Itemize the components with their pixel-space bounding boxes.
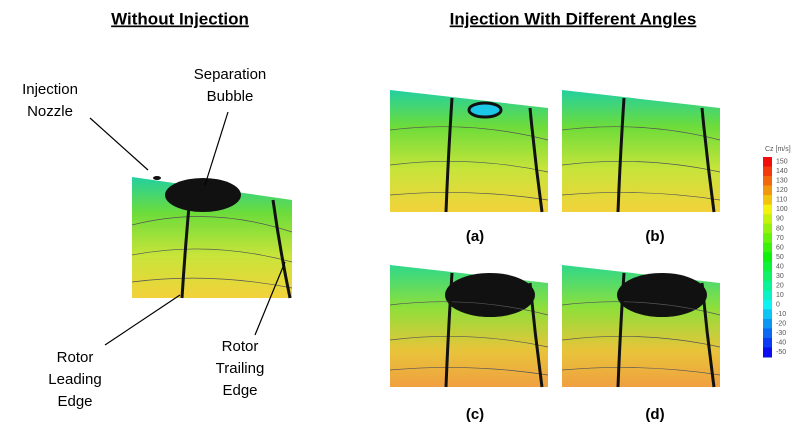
colorbar-swatch — [763, 205, 772, 215]
colorbar-label: 70 — [776, 235, 784, 242]
colorbar-label: 130 — [776, 178, 788, 185]
bubble — [469, 103, 501, 117]
annotation: Bubble — [207, 88, 254, 105]
figure: Without Injection Injection With Differe… — [0, 0, 798, 425]
colorbar-swatch — [763, 338, 772, 348]
flow-field — [562, 90, 720, 212]
colorbar-swatch — [763, 214, 772, 224]
colorbar-swatch — [763, 176, 772, 186]
colorbar-swatch — [763, 328, 772, 338]
colorbar-label: -30 — [776, 330, 786, 337]
annotation: Injection — [22, 81, 78, 98]
colorbar-swatch — [763, 243, 772, 253]
colorbar-swatch — [763, 300, 772, 310]
annotation: Edge — [57, 393, 92, 410]
colorbar-label: 140 — [776, 168, 788, 175]
panel-caption: (d) — [645, 406, 664, 423]
colorbar-swatch — [763, 252, 772, 262]
colorbar-swatch — [763, 271, 772, 281]
annotation: Nozzle — [27, 103, 73, 120]
cfd-image — [562, 265, 720, 387]
cfd-image — [132, 176, 292, 298]
colorbar-label: -20 — [776, 321, 786, 328]
colorbar-swatch — [763, 186, 772, 196]
colorbar-swatch — [763, 167, 772, 177]
annotation: Separation — [194, 66, 267, 83]
colorbar-label: 20 — [776, 282, 784, 289]
annotation: Leading — [48, 371, 101, 388]
colorbar-label: -40 — [776, 340, 786, 347]
panel-caption: (c) — [466, 406, 484, 423]
annotation: Edge — [222, 382, 257, 399]
panel-caption: (a) — [466, 228, 484, 245]
colorbar-label: -10 — [776, 311, 786, 318]
colorbar-title: Cz [m/s] — [765, 146, 791, 153]
colorbar-label: 60 — [776, 244, 784, 251]
annotation: Rotor — [57, 349, 94, 366]
colorbar-label: 0 — [776, 301, 780, 308]
cfd-image — [390, 90, 548, 212]
colorbar-swatch — [763, 319, 772, 329]
colorbar-label: -50 — [776, 349, 786, 356]
right-title: Injection With Different Angles — [450, 9, 697, 28]
colorbar-swatch — [763, 233, 772, 243]
colorbar-swatch — [763, 224, 772, 234]
colorbar-label: 50 — [776, 254, 784, 261]
colorbar-swatch — [763, 262, 772, 272]
cfd-image — [562, 90, 720, 212]
colorbar-swatch — [763, 157, 772, 167]
bubble — [445, 273, 535, 317]
colorbar-label: 110 — [776, 197, 787, 204]
colorbar-label: 100 — [776, 206, 788, 213]
annotation: Rotor — [222, 338, 259, 355]
colorbar-swatch — [763, 290, 772, 300]
colorbar-label: 10 — [776, 292, 784, 299]
cfd-image — [390, 265, 548, 387]
colorbar-label: 150 — [776, 159, 788, 166]
colorbar-label: 40 — [776, 263, 784, 270]
annotation: Trailing — [216, 360, 265, 377]
bubble — [617, 273, 707, 317]
left-title: Without Injection — [111, 9, 249, 28]
colorbar-swatch — [763, 195, 772, 205]
panel-caption: (b) — [645, 228, 664, 245]
colorbar-label: 90 — [776, 216, 784, 223]
colorbar-label: 30 — [776, 273, 784, 280]
colorbar-swatch — [763, 347, 772, 357]
colorbar-swatch — [763, 281, 772, 291]
colorbar-label: 120 — [776, 187, 788, 194]
colorbar-label: 80 — [776, 225, 784, 232]
colorbar-swatch — [763, 309, 772, 319]
